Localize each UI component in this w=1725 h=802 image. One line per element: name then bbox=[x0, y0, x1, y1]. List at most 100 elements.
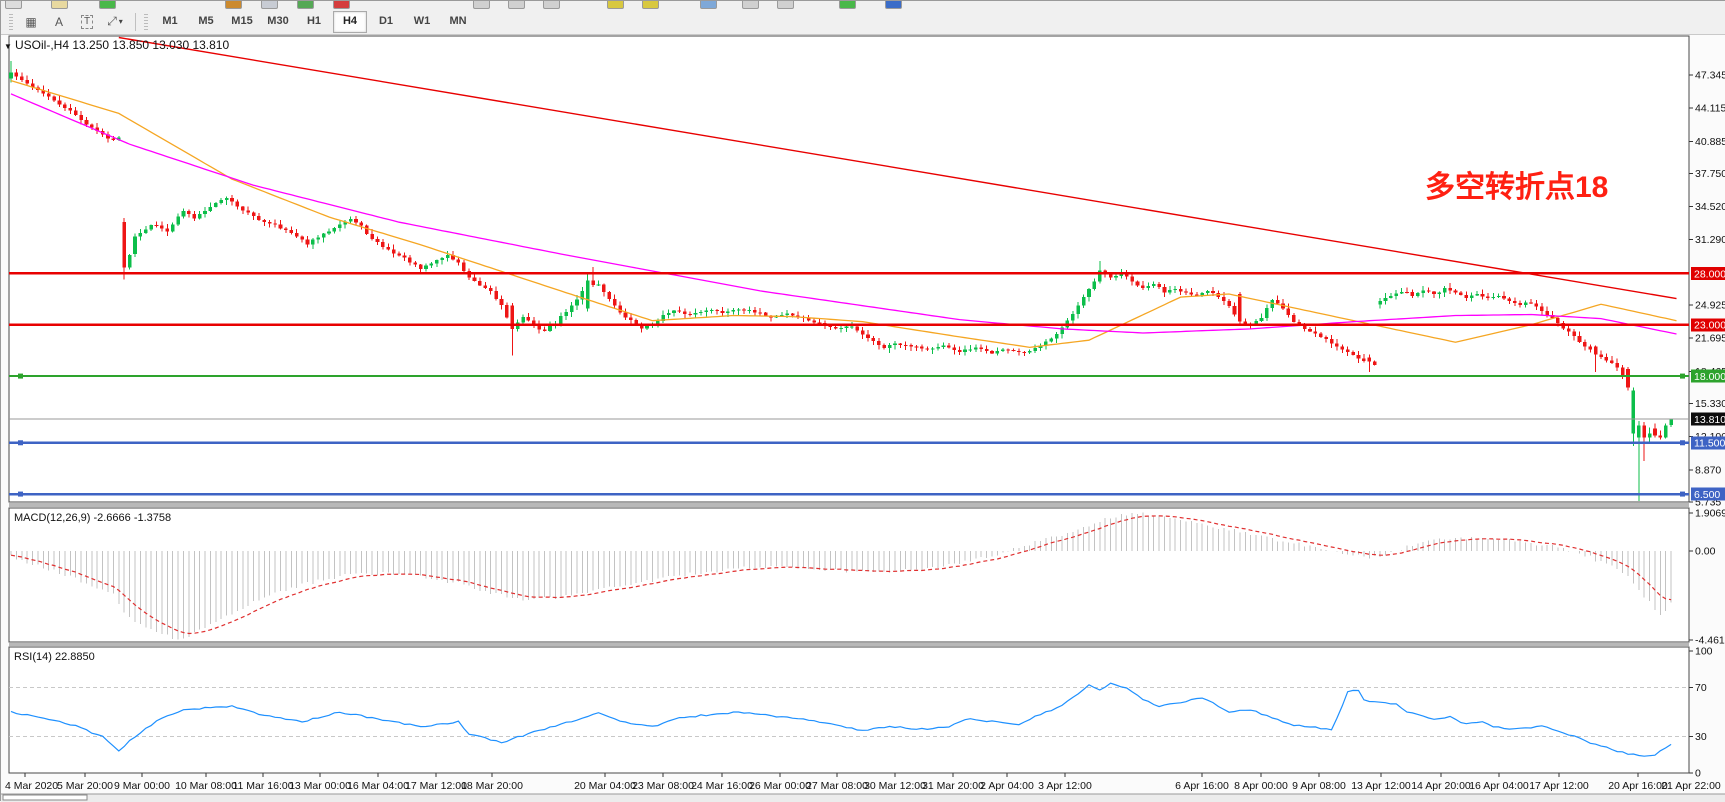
text-tool-icon[interactable]: T bbox=[74, 11, 100, 33]
arrows-tool-icon[interactable]: ⤢ ▾ bbox=[102, 11, 128, 33]
price-badge-18.000: 18.000 bbox=[1691, 369, 1725, 383]
time-tick-label: 20 Mar 04:00 bbox=[574, 780, 636, 792]
price-badge-23.000: 23.000 bbox=[1691, 318, 1725, 332]
zoom-out-icon[interactable] bbox=[642, 1, 659, 9]
price-tick-label: 15.330 bbox=[1695, 398, 1725, 410]
price-tick-label: 34.520 bbox=[1695, 201, 1725, 213]
toolbar-grip-2 bbox=[144, 13, 148, 30]
tf-button-h1[interactable]: H1 bbox=[306, 14, 322, 27]
info-icon[interactable] bbox=[885, 1, 902, 9]
price-tick-label: 37.750 bbox=[1695, 168, 1725, 180]
dropdown-caret-icon[interactable]: ▾ bbox=[118, 17, 123, 26]
trendline-tool-icon[interactable] bbox=[543, 1, 560, 9]
tf-button-m5[interactable]: M5 bbox=[198, 14, 214, 27]
descending-trendline[interactable] bbox=[118, 36, 1677, 300]
rsi-scale-label: 30 bbox=[1695, 731, 1707, 743]
rsi-scale-label: 70 bbox=[1695, 682, 1707, 694]
add-object-icon[interactable] bbox=[839, 1, 856, 9]
zoom-in-icon[interactable] bbox=[607, 1, 624, 9]
grid-snap-icon[interactable]: ▦ bbox=[18, 11, 44, 33]
tf-button-h4[interactable]: H4 bbox=[333, 10, 367, 33]
svg-text:13.810: 13.810 bbox=[1694, 414, 1725, 426]
price-tick-label: 44.115 bbox=[1695, 103, 1725, 115]
crosshair-tool-icon[interactable] bbox=[508, 1, 525, 9]
ma-fast-line bbox=[10, 79, 1677, 349]
macd-scale-label: -4.4614 bbox=[1695, 634, 1725, 646]
new-chart-icon[interactable] bbox=[5, 1, 22, 9]
chart-title: USOil-,H4 13.250 13.850 13.030 13.810 bbox=[15, 38, 229, 52]
tf-button-w1[interactable]: W1 bbox=[413, 14, 431, 27]
tf-button-m1[interactable]: M1 bbox=[162, 14, 178, 27]
time-tick-label: 20 Apr 16:00 bbox=[1608, 780, 1668, 792]
macd-scale-label: 1.9069 bbox=[1695, 507, 1725, 519]
time-tick-label: 3 Apr 12:00 bbox=[1038, 780, 1092, 792]
svg-text:23.000: 23.000 bbox=[1694, 320, 1725, 332]
h-scrollbar-thumb[interactable] bbox=[2, 794, 88, 801]
chart-text-annotation[interactable]: 多空转折点18 bbox=[1425, 171, 1608, 204]
macd-signal-line bbox=[10, 515, 1672, 635]
grid-snap-icon-glyph: ▦ bbox=[25, 14, 37, 29]
tf-button-m30[interactable]: M30 bbox=[267, 14, 289, 27]
rsi-line bbox=[10, 682, 1672, 757]
font-label-icon[interactable]: A bbox=[46, 11, 72, 33]
time-tick-label: 24 Mar 16:00 bbox=[691, 780, 753, 792]
time-tick-label: 16 Apr 04:00 bbox=[1469, 780, 1529, 792]
main-price-panel: USOil-,H4 13.250 13.850 13.030 13.810▼ 多空… bbox=[4, 36, 1689, 501]
hline-handle-left[interactable] bbox=[18, 440, 23, 446]
print-icon[interactable] bbox=[261, 1, 278, 9]
price-tick-label: 31.290 bbox=[1695, 234, 1725, 246]
hline-handle-left[interactable] bbox=[18, 373, 23, 379]
macd-histogram bbox=[10, 512, 1672, 640]
tf-button-m15[interactable]: M15 bbox=[231, 14, 253, 27]
rsi-scale-label: 100 bbox=[1695, 646, 1713, 658]
text-tool-icon-glyph: T bbox=[80, 14, 94, 29]
palette-icon[interactable] bbox=[700, 1, 717, 9]
panel-separator-2[interactable] bbox=[9, 643, 1689, 646]
stop-icon[interactable] bbox=[333, 1, 350, 9]
time-tick-label: 23 Mar 08:00 bbox=[632, 780, 694, 792]
candlestick-series bbox=[9, 61, 1673, 501]
cursor-tool-icon[interactable] bbox=[473, 1, 490, 9]
svg-text:18.000: 18.000 bbox=[1694, 371, 1725, 383]
macd-label: MACD(12,26,9) -2.6666 -1.3758 bbox=[14, 512, 171, 524]
time-tick-label: 26 Mar 00:00 bbox=[749, 780, 811, 792]
time-tick-label: 16 Mar 04:00 bbox=[347, 780, 409, 792]
font-label-icon-glyph: A bbox=[54, 14, 63, 29]
hline-handle-left[interactable] bbox=[18, 491, 23, 497]
chart-menu-caret-icon[interactable]: ▼ bbox=[4, 42, 12, 51]
time-tick-label: 31 Mar 20:00 bbox=[922, 780, 984, 792]
panel-separator-1[interactable] bbox=[9, 503, 1689, 507]
add-indicator-icon[interactable] bbox=[99, 1, 116, 9]
hline-handle-right[interactable] bbox=[1680, 373, 1685, 379]
hline-handle-right[interactable] bbox=[1680, 440, 1685, 446]
toolbar-separator bbox=[135, 12, 136, 31]
time-tick-label: 10 Mar 08:00 bbox=[175, 780, 237, 792]
main-toolbar: ▦ A T ⤢ ▾ M1 M5 M15 M30 H1 H4 D1 W1 MN bbox=[1, 9, 1725, 35]
price-tick-label: 24.925 bbox=[1695, 300, 1725, 312]
h-scrollbar-track[interactable] bbox=[1, 794, 1725, 802]
time-tick-label: 17 Mar 12:00 bbox=[405, 780, 467, 792]
svg-text:28.000: 28.000 bbox=[1694, 268, 1725, 280]
time-tick-label: 11 Mar 16:00 bbox=[232, 780, 293, 792]
hline-object-icon[interactable] bbox=[742, 1, 759, 9]
hline-handle-right[interactable] bbox=[1680, 491, 1685, 497]
arrows-tool-icon-glyph: ⤢ bbox=[107, 14, 117, 28]
price-badge-11.500: 11.500 bbox=[1691, 436, 1725, 450]
vline-object-icon[interactable] bbox=[777, 1, 794, 9]
price-badge-28.000: 28.000 bbox=[1691, 266, 1725, 280]
time-tick-label: 18 Mar 20:00 bbox=[461, 780, 523, 792]
price-tick-label: 40.885 bbox=[1695, 136, 1725, 148]
search-icon[interactable] bbox=[51, 1, 68, 9]
preview-icon[interactable] bbox=[297, 1, 314, 9]
time-tick-label: 5 Mar 20:00 bbox=[57, 780, 113, 792]
svg-text:11.500: 11.500 bbox=[1694, 438, 1725, 450]
tf-button-d1[interactable]: D1 bbox=[378, 14, 394, 27]
timeframe-button-group: M1 M5 M15 M30 H1 H4 D1 W1 MN bbox=[152, 10, 476, 33]
price-scale[interactable]: 47.345 44.115 40.885 37.750 34.520 31.290 24.9… bbox=[1689, 70, 1725, 780]
toolbar-grip bbox=[9, 13, 13, 30]
tf-button-mn[interactable]: MN bbox=[449, 14, 467, 27]
template-icon[interactable] bbox=[225, 1, 242, 9]
time-tick-label: 13 Mar 00:00 bbox=[289, 780, 351, 792]
